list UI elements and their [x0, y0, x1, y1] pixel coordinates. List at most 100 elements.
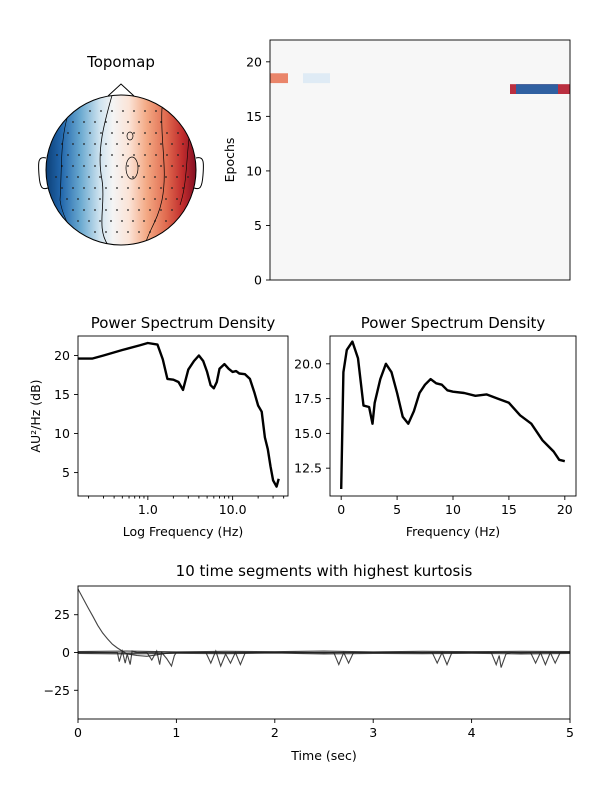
sensor-dot [138, 143, 140, 145]
sensor-dot [105, 231, 107, 233]
sensor-dot [182, 143, 184, 145]
time-xtick-label: 4 [468, 725, 476, 740]
psd-log-ytick-label: 20 [54, 348, 70, 363]
sensor-dot [61, 187, 63, 189]
sensor-dot [77, 220, 79, 222]
sensor-dot [155, 132, 157, 134]
time-segments-ticks: 0 1 2 3 4 5 −25 0 25 [44, 607, 574, 740]
left-ear-outline [38, 157, 49, 190]
epochs-ytick-label: 10 [246, 163, 262, 178]
time-segment-line [77, 652, 571, 655]
sensor-dot [160, 143, 162, 145]
psd-log-xtick-label: 1.0 [138, 502, 158, 517]
sensor-dot [121, 176, 123, 178]
sensor-dot [143, 176, 145, 178]
psd-log-title: Power Spectrum Density [91, 314, 276, 332]
sensor-dot [165, 198, 167, 200]
sensor-dot [127, 209, 129, 211]
time-segments-panel: 10 time segments with highest kurtosis 0… [44, 562, 574, 763]
sensor-dot [88, 220, 90, 222]
psd-log-frame [77, 335, 289, 497]
epochs-ytick-label: 15 [246, 109, 262, 124]
psd-linear-ytick-label: 12.5 [294, 461, 322, 476]
sensor-dot [105, 209, 107, 211]
sensor-dot [171, 165, 173, 167]
sensor-dot [171, 187, 173, 189]
sensor-dot [149, 121, 151, 123]
sensor-dot [143, 198, 145, 200]
sensor-dot [99, 176, 101, 178]
sensor-dot [72, 165, 74, 167]
sensor-dot [83, 165, 85, 167]
sensor-dot [154, 176, 156, 178]
sensor-dot [110, 176, 112, 178]
psd-linear-xtick-label: 15 [501, 502, 517, 517]
sensor-dot [78, 154, 80, 156]
sensor-dot [77, 198, 79, 200]
sensor-dot [56, 154, 58, 156]
psd-linear-ytick-label: 17.5 [294, 391, 322, 406]
sensor-dot [83, 187, 85, 189]
sensor-dot [182, 187, 184, 189]
sensor-dot [72, 209, 74, 211]
sensor-dot [100, 132, 102, 134]
sensor-dot [121, 220, 123, 222]
sensor-dot [160, 209, 162, 211]
sensor-dot [127, 121, 129, 123]
time-segment-line [77, 651, 571, 654]
sensor-dot [155, 154, 157, 156]
psd-linear-xtick-label: 10 [445, 502, 461, 517]
epochs-ytick-label: 20 [246, 54, 262, 69]
psd-log-panel: Power Spectrum Density 1.0 10.0 5 10 15 20 Lo… [28, 314, 289, 539]
sensor-dot [171, 143, 173, 145]
sensor-dot [144, 110, 146, 112]
sensor-dot [138, 121, 140, 123]
epochs-ytick-label: 5 [254, 218, 262, 233]
sensor-dot [88, 176, 90, 178]
sensor-dot [99, 198, 101, 200]
right-ear-outline [193, 157, 204, 190]
epochs-image-panel: 0 5 10 15 20 Epochs [222, 39, 571, 288]
sensor-dot [94, 187, 96, 189]
epochs-yticks: 0 5 10 15 20 [246, 54, 270, 288]
sensor-dot [166, 132, 168, 134]
sensor-dot [94, 209, 96, 211]
sensor-dot [111, 132, 113, 134]
sensor-dot [55, 176, 57, 178]
sensor-dot [105, 165, 107, 167]
sensor-dot [127, 187, 129, 189]
sensor-dot [160, 187, 162, 189]
sensor-dot [116, 143, 118, 145]
sensor-dot [133, 154, 135, 156]
sensor-dot [110, 220, 112, 222]
time-segments-title: 10 time segments with highest kurtosis [176, 562, 473, 580]
sensor-dot [111, 110, 113, 112]
epoch-row-band [303, 73, 330, 84]
psd-linear-xlabel: Frequency (Hz) [406, 524, 500, 539]
sensor-dot [166, 154, 168, 156]
sensor-dot [94, 231, 96, 233]
sensor-dot [132, 176, 134, 178]
epoch-row-band [516, 84, 558, 94]
sensor-dot [105, 143, 107, 145]
sensor-dot [138, 187, 140, 189]
psd-linear-panel: Power Spectrum Density 0 5 10 15 20 12.5 15.0 1… [294, 314, 577, 539]
sensor-dot [67, 132, 69, 134]
sensor-dot [89, 132, 91, 134]
sensor-dot [105, 187, 107, 189]
sensor-dot [132, 220, 134, 222]
sensor-dot [89, 154, 91, 156]
sensor-dot [116, 165, 118, 167]
sensor-dot [72, 143, 74, 145]
sensor-dot [176, 176, 178, 178]
psd-log-ytick-label: 5 [62, 465, 70, 480]
sensor-dot [66, 198, 68, 200]
time-xtick-label: 2 [271, 725, 279, 740]
sensor-dot [72, 121, 74, 123]
time-segments-frame [77, 585, 571, 720]
topomap-title: Topomap [86, 53, 155, 71]
epoch-row-band [270, 73, 288, 84]
psd-linear-xtick-label: 5 [393, 502, 401, 517]
epochs-ytick-label: 0 [254, 273, 262, 288]
